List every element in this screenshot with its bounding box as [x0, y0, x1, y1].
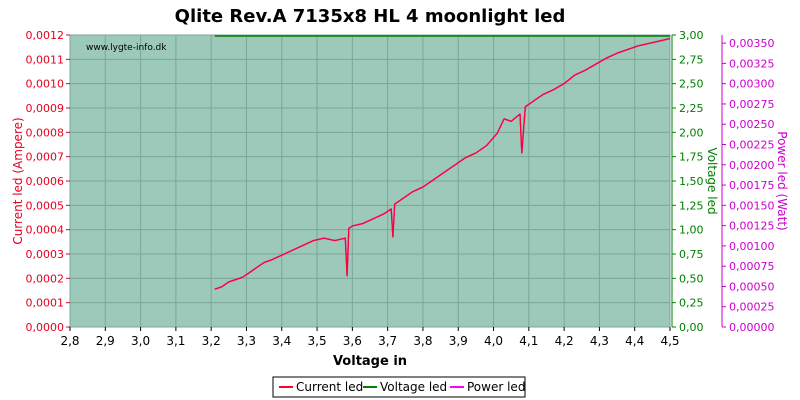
- left-tick-label: 0,0008: [26, 126, 65, 139]
- x-tick-label: 3,4: [272, 334, 291, 348]
- right-axis-power: 0,00000 0,00025 0,00050 0,00075 0,00100 0,001…: [722, 37, 775, 334]
- right2-tick-label: 0,00225: [729, 139, 775, 152]
- right2-tick-label: 0,00200: [729, 159, 775, 172]
- right1-tick-label: 0,75: [679, 248, 704, 261]
- y-axis-label-left: Current led (Ampere): [11, 117, 25, 244]
- right2-tick-label: 0,00300: [729, 78, 775, 91]
- right2-tick-label: 0,00175: [729, 179, 775, 192]
- legend-label-power: Power led: [467, 380, 525, 394]
- right1-tick-label: 2,25: [679, 102, 704, 115]
- chart-title: Qlite Rev.A 7135x8 HL 4 moonlight led: [175, 6, 566, 27]
- right1-tick-label: 0,25: [679, 297, 704, 310]
- right2-tick-label: 0,00350: [729, 37, 775, 50]
- x-tick-label: 3,2: [202, 334, 221, 348]
- right1-tick-label: 2,00: [679, 126, 704, 139]
- left-tick-label: 0,0006: [26, 175, 65, 188]
- series-line-current-led: [214, 37, 671, 290]
- watermark: www.lygte-info.dk: [86, 43, 167, 53]
- x-axis-label: Voltage in: [333, 354, 407, 369]
- y-axis-label-right-voltage: Voltage led: [705, 147, 719, 214]
- left-tick-label: 0,0004: [26, 224, 65, 237]
- right-axis-voltage: 0,00 0,25 0,50 0,75 1,00 1,25 1,50 1,75 2,00 2,25…: [672, 29, 704, 334]
- right1-tick-label: 3,00: [679, 29, 704, 42]
- right1-tick-label: 1,75: [679, 151, 704, 164]
- x-tick-label: 3,6: [343, 334, 362, 348]
- right2-tick-label: 0,00025: [729, 301, 775, 314]
- right2-tick-label: 0,00075: [729, 260, 775, 273]
- x-tick-label: 4,0: [484, 334, 503, 348]
- right2-tick-label: 0,00125: [729, 220, 775, 233]
- x-tick-label: 2,8: [60, 334, 79, 348]
- x-tick-label: 3,0: [131, 334, 150, 348]
- x-tick-label: 4,4: [625, 334, 644, 348]
- x-tick-label: 2,9: [96, 334, 115, 348]
- x-axis: 2,8 2,9 3,0 3,1 3,2 3,3 3,4 3,5 3,6 3,7 3,8 3,9 4,0 4…: [60, 327, 680, 348]
- x-tick-label: 4,5: [660, 334, 679, 348]
- right1-tick-label: 2,75: [679, 53, 704, 66]
- left-tick-label: 0,0007: [26, 151, 65, 164]
- y-axis-label-right-power: Power led (Watt): [775, 131, 789, 230]
- left-tick-label: 0,0000: [26, 321, 65, 334]
- x-tick-label: 3,1: [166, 334, 185, 348]
- right2-tick-label: 0,00325: [729, 57, 775, 70]
- x-tick-label: 3,5: [308, 334, 327, 348]
- series-group: [214, 35, 671, 290]
- left-tick-label: 0,0001: [26, 297, 65, 310]
- right2-tick-label: 0,00150: [729, 199, 775, 212]
- left-tick-label: 0,0003: [26, 248, 65, 261]
- right2-tick-label: 0,00250: [729, 118, 775, 131]
- right1-tick-label: 1,25: [679, 199, 704, 212]
- x-tick-label: 3,8: [413, 334, 432, 348]
- left-tick-label: 0,0012: [26, 29, 65, 42]
- left-tick-label: 0,0009: [26, 102, 65, 115]
- left-tick-label: 0,0010: [26, 78, 65, 91]
- right2-tick-label: 0,00275: [729, 98, 775, 111]
- right1-tick-label: 0,00: [679, 321, 704, 334]
- right2-tick-label: 0,00100: [729, 240, 775, 253]
- left-axis: 0,0000 0,0001 0,0002 0,0003 0,0004 0,0005 0,00…: [26, 29, 70, 334]
- right1-tick-label: 1,50: [679, 175, 704, 188]
- x-tick-label: 4,3: [590, 334, 609, 348]
- right1-tick-label: 1,00: [679, 224, 704, 237]
- left-tick-label: 0,0011: [26, 53, 65, 66]
- right1-tick-label: 0,50: [679, 272, 704, 285]
- legend-label-current: Current led: [296, 380, 363, 394]
- x-tick-label: 3,9: [449, 334, 468, 348]
- x-tick-label: 3,3: [237, 334, 256, 348]
- legend-box: [272, 376, 526, 398]
- left-tick-label: 0,0002: [26, 272, 65, 285]
- right2-tick-label: 0,00000: [729, 321, 775, 334]
- legend-label-voltage: Voltage led: [380, 380, 447, 394]
- x-tick-label: 3,7: [378, 334, 397, 348]
- x-tick-label: 4,2: [555, 334, 574, 348]
- right2-tick-label: 0,00050: [729, 280, 775, 293]
- left-tick-label: 0,0005: [26, 199, 65, 212]
- x-tick-label: 4,1: [519, 334, 538, 348]
- legend: Current led Voltage led Power led: [272, 376, 526, 398]
- right1-tick-label: 2,50: [679, 78, 704, 91]
